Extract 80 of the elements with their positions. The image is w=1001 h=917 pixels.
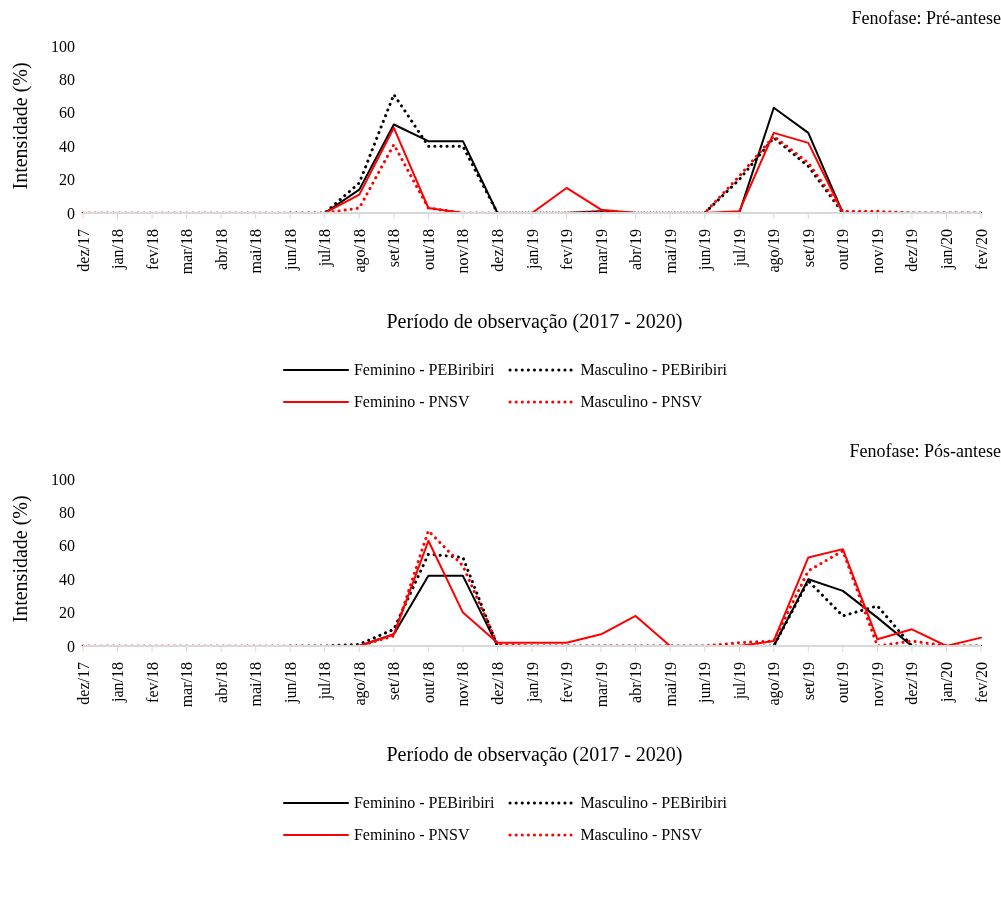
y-axis-title: Intensidade (%) [9, 62, 33, 190]
legend-label: Feminino - PNSV [353, 393, 470, 411]
x-tick-label: jan/19 [523, 229, 542, 270]
x-tick-label: dez/19 [903, 229, 921, 272]
x-tick-label: mar/18 [178, 662, 196, 708]
x-tick-label: ago/19 [765, 662, 784, 706]
x-tick-label: out/19 [834, 662, 852, 703]
x-tick-label: jan/18 [109, 229, 128, 270]
y-tick-label: 100 [51, 470, 75, 488]
x-tick-label: out/19 [834, 229, 852, 270]
x-tick-label: jul/19 [730, 229, 749, 268]
x-tick-label: dez/18 [488, 662, 506, 705]
y-axis-title: Intensidade (%) [9, 495, 33, 623]
x-tick-label: fev/18 [143, 229, 161, 270]
x-tick-label: jul/18 [316, 229, 335, 268]
x-tick-label: nov/19 [868, 662, 886, 707]
y-tick-label: 20 [59, 171, 75, 189]
x-tick-label: jan/20 [937, 229, 956, 270]
x-tick-label: jul/18 [316, 662, 335, 701]
legend-label: Masculino - PNSV [580, 826, 703, 844]
x-tick-label: dez/18 [488, 229, 506, 272]
x-tick-label: ago/18 [350, 229, 369, 273]
x-axis-title: Período de observação (2017 - 2020) [385, 310, 684, 333]
x-tick-label: fev/19 [558, 662, 576, 703]
x-tick-label: set/18 [385, 229, 403, 268]
y-tick-label: 60 [59, 537, 75, 555]
x-tick-label: jun/19 [696, 662, 715, 704]
y-tick-label: 80 [59, 71, 75, 89]
x-tick-label: nov/19 [868, 229, 886, 274]
x-tick-label: out/18 [419, 229, 437, 270]
y-tick-label: 0 [67, 637, 75, 655]
chart-title: Fenofase: Pré-antese [850, 8, 1001, 30]
legend-label: Feminino - PNSV [353, 826, 470, 844]
y-tick-label: 40 [59, 137, 75, 155]
x-tick-label: jan/19 [523, 662, 542, 703]
x-tick-label: mai/19 [661, 229, 679, 274]
x-tick-label: abr/18 [212, 662, 230, 703]
x-axis-title: Período de observação (2017 - 2020) [385, 743, 684, 766]
x-tick-label: jan/20 [937, 662, 956, 703]
x-tick-label: dez/17 [74, 662, 92, 705]
x-tick-label: fev/20 [972, 229, 990, 270]
x-tick-label: ago/19 [765, 229, 784, 273]
y-tick-label: 100 [51, 37, 75, 55]
x-tick-label: abr/19 [627, 662, 645, 703]
x-tick-label: set/19 [799, 229, 817, 268]
x-tick-label: jun/18 [281, 229, 300, 271]
x-tick-label: set/19 [799, 662, 817, 701]
x-tick-label: ago/18 [350, 662, 369, 706]
y-tick-label: 0 [67, 204, 75, 222]
x-tick-label: jun/19 [696, 229, 715, 271]
x-tick-label: jan/18 [109, 662, 128, 703]
x-tick-label: mai/18 [247, 662, 265, 707]
legend-label: Feminino - PEBiribiri [353, 794, 495, 812]
x-tick-label: abr/18 [212, 229, 230, 270]
x-tick-label: nov/18 [454, 229, 472, 274]
x-tick-label: mai/19 [661, 662, 679, 707]
y-tick-label: 40 [59, 570, 75, 588]
x-tick-label: nov/18 [454, 662, 472, 707]
x-tick-label: mai/18 [247, 229, 265, 274]
x-tick-label: mar/19 [592, 662, 610, 708]
legend-label: Masculino - PNSV [580, 393, 703, 411]
x-tick-label: fev/18 [143, 662, 161, 703]
legend-label: Feminino - PEBiribiri [353, 361, 495, 379]
x-tick-label: set/18 [385, 662, 403, 701]
x-tick-label: fev/19 [558, 229, 576, 270]
x-tick-label: mar/19 [592, 229, 610, 275]
y-tick-label: 60 [59, 104, 75, 122]
x-tick-label: jul/19 [730, 662, 749, 701]
x-tick-label: abr/19 [627, 229, 645, 270]
y-tick-label: 80 [59, 504, 75, 522]
legend-label: Masculino - PEBiribiri [580, 794, 728, 812]
x-tick-label: dez/19 [903, 662, 921, 705]
x-tick-label: out/18 [419, 662, 437, 703]
x-tick-label: fev/20 [972, 662, 990, 703]
legend-label: Masculino - PEBiribiri [580, 361, 728, 379]
x-tick-label: mar/18 [178, 229, 196, 275]
x-tick-label: dez/17 [74, 229, 92, 272]
x-tick-label: jun/18 [281, 662, 300, 704]
y-tick-label: 20 [59, 604, 75, 622]
chart-title: Fenofase: Pós-antese [848, 441, 1001, 463]
